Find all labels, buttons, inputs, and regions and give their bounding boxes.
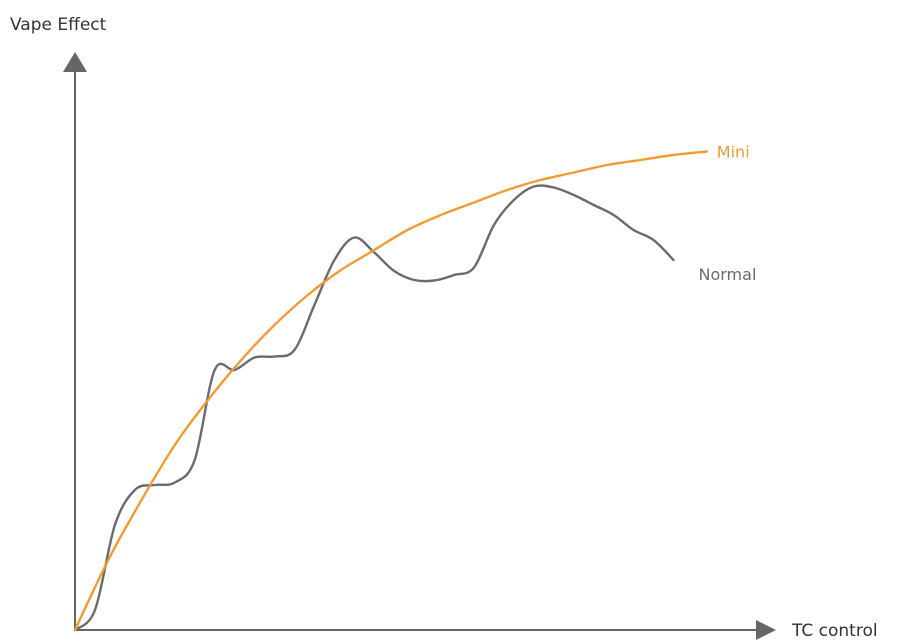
series-label-normal: Normal xyxy=(699,265,757,284)
series-line-normal xyxy=(73,184,675,632)
series-label-mini: Mini xyxy=(717,143,750,162)
series-layer: Normal Mini xyxy=(73,143,757,632)
series-line-mini xyxy=(73,150,708,632)
axes xyxy=(63,52,776,640)
y-axis-arrow-icon xyxy=(63,52,87,72)
x-axis-arrow-icon xyxy=(756,620,776,640)
y-axis-title: Vape Effect xyxy=(10,15,107,35)
x-axis-title: TC control xyxy=(791,621,878,641)
